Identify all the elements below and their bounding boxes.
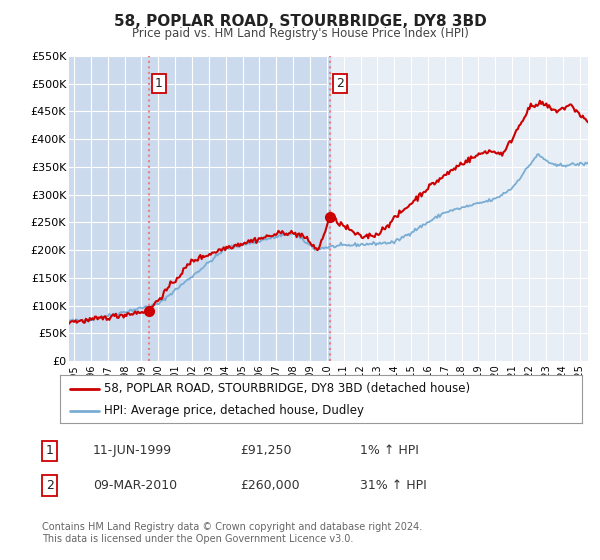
Text: 31% ↑ HPI: 31% ↑ HPI [360,479,427,492]
Text: 2: 2 [336,77,344,90]
Text: 1: 1 [46,444,54,458]
Text: This data is licensed under the Open Government Licence v3.0.: This data is licensed under the Open Gov… [42,534,353,544]
Text: 11-JUN-1999: 11-JUN-1999 [93,444,172,458]
Text: Price paid vs. HM Land Registry's House Price Index (HPI): Price paid vs. HM Land Registry's House … [131,27,469,40]
Text: 58, POPLAR ROAD, STOURBRIDGE, DY8 3BD: 58, POPLAR ROAD, STOURBRIDGE, DY8 3BD [113,14,487,29]
Bar [149,56,330,361]
Text: 1: 1 [155,77,163,90]
Text: HPI: Average price, detached house, Dudley: HPI: Average price, detached house, Dudl… [104,404,364,417]
Text: 2: 2 [46,479,54,492]
Bar [69,56,149,361]
Text: 09-MAR-2010: 09-MAR-2010 [93,479,177,492]
Text: 1% ↑ HPI: 1% ↑ HPI [360,444,419,458]
Text: £91,250: £91,250 [240,444,292,458]
Text: £260,000: £260,000 [240,479,299,492]
Text: 58, POPLAR ROAD, STOURBRIDGE, DY8 3BD (detached house): 58, POPLAR ROAD, STOURBRIDGE, DY8 3BD (d… [104,382,470,395]
Text: Contains HM Land Registry data © Crown copyright and database right 2024.: Contains HM Land Registry data © Crown c… [42,522,422,532]
